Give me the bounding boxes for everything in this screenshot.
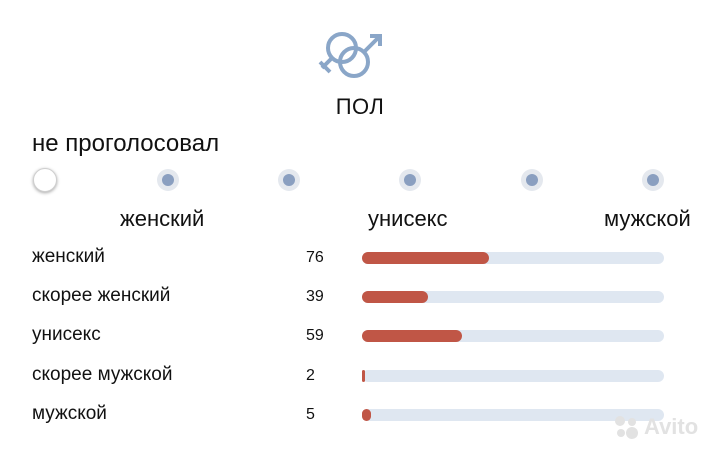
result-count: 59: [306, 327, 324, 344]
result-label: унисекс: [32, 324, 101, 345]
avito-watermark: Avito: [612, 412, 712, 442]
result-bar-track: [362, 330, 664, 342]
result-label: мужской: [32, 403, 107, 424]
result-bar-track: [362, 291, 664, 303]
result-bar-track: [362, 370, 664, 382]
result-bar-fill: [362, 252, 489, 264]
scale-option-3[interactable]: [278, 169, 300, 191]
result-bar-track: [362, 252, 664, 264]
result-count: 5: [306, 406, 315, 423]
scale-option-4[interactable]: [399, 169, 421, 191]
scale-label-unisex: унисекс: [368, 206, 448, 231]
result-row: женский 76: [0, 246, 720, 274]
result-bar-track: [362, 409, 664, 421]
result-bar-fill: [362, 409, 372, 421]
result-label: скорее женский: [32, 285, 171, 306]
watermark-text: Avito: [644, 414, 699, 439]
result-bar-fill: [362, 370, 366, 382]
gender-icon: [318, 32, 382, 78]
scale-option-6[interactable]: [642, 169, 664, 191]
result-count: 76: [306, 249, 324, 266]
scale-label-female: женский: [120, 206, 205, 231]
result-row: скорее мужской 2: [0, 364, 720, 392]
avito-logo-icon: [615, 416, 638, 439]
result-label: женский: [32, 246, 105, 267]
section-title: ПОЛ: [335, 94, 385, 119]
scale-option-1[interactable]: [33, 168, 57, 192]
vote-status: не проголосовал: [32, 130, 220, 157]
result-bar-fill: [362, 291, 429, 303]
result-count: 2: [306, 367, 315, 384]
result-row: мужской 5: [0, 403, 720, 431]
result-bar-fill: [362, 330, 462, 342]
scale-option-2[interactable]: [157, 169, 179, 191]
scale-option-5[interactable]: [521, 169, 543, 191]
result-row: скорее женский 39: [0, 285, 720, 313]
scale-label-male: мужской: [604, 206, 691, 231]
result-label: скорее мужской: [32, 364, 173, 385]
result-row: унисекс 59: [0, 324, 720, 352]
result-count: 39: [306, 288, 324, 305]
